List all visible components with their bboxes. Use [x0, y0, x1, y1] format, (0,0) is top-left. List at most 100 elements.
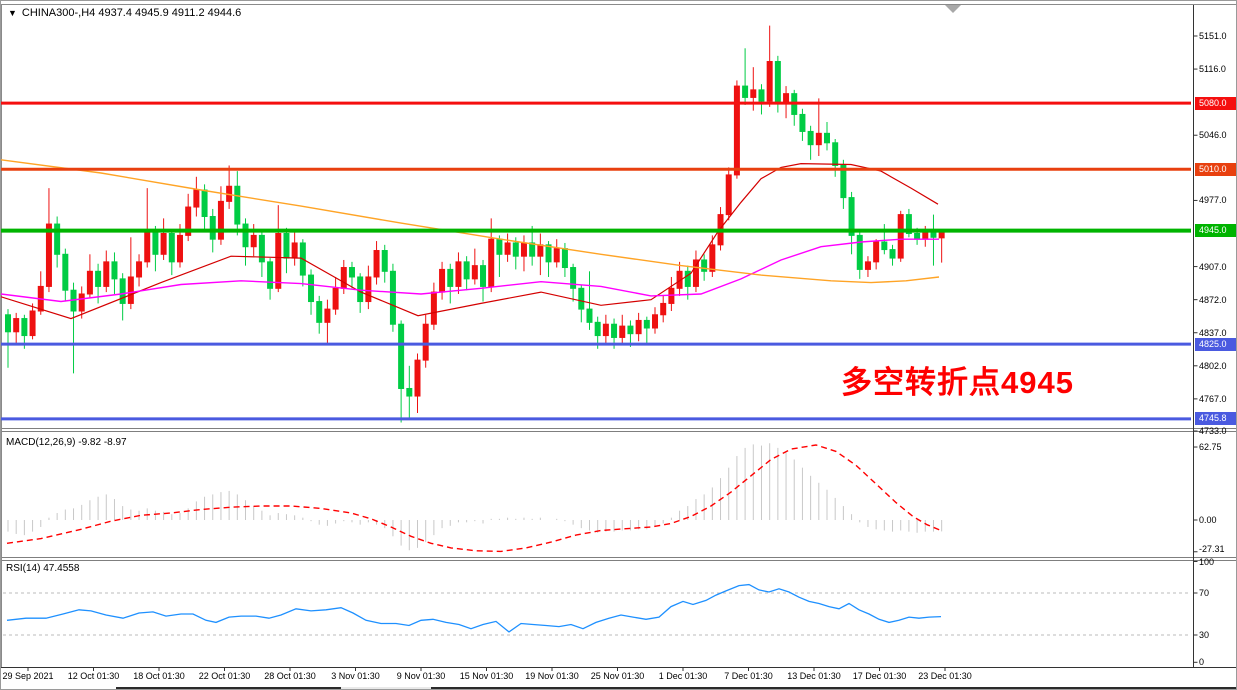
candle-body	[733, 85, 740, 176]
candle-body	[889, 249, 896, 259]
candle-body	[86, 270, 93, 295]
candle-body	[414, 359, 421, 397]
candle-body	[250, 234, 257, 248]
rsi-tick-label: 100	[1199, 556, 1215, 567]
date-label: 7 Dec 01:30	[724, 671, 773, 681]
candle-body	[480, 265, 487, 287]
candle-body	[422, 323, 429, 361]
horizontal-scrollbar[interactable]	[116, 687, 1236, 689]
candle-body	[864, 261, 871, 270]
scrollbar-thumb[interactable]	[341, 687, 431, 689]
price-tick-label: 5151.0	[1199, 31, 1227, 41]
candle-body	[324, 308, 331, 323]
candle-body	[742, 85, 749, 98]
candle-body	[29, 310, 36, 337]
date-label: 19 Nov 01:30	[525, 671, 579, 681]
macd-tick-label: 0.00	[1199, 515, 1217, 525]
macd-tick-label: -27.31	[1199, 544, 1225, 554]
candle-body	[95, 270, 102, 287]
candle-body	[127, 276, 134, 304]
price-tick-label: 5046.0	[1199, 130, 1227, 141]
candle-body	[348, 267, 355, 278]
candle-body	[750, 89, 757, 98]
candle-body	[602, 323, 609, 337]
candle-body	[267, 261, 274, 289]
price-level-badge: 4825.0	[1195, 337, 1236, 351]
candle-body	[922, 231, 929, 240]
candle-body	[873, 241, 880, 263]
macd-label: MACD(12,26,9) -9.82 -8.97	[6, 437, 127, 448]
candle-body	[258, 234, 265, 263]
date-label: 1 Dec 01:30	[658, 671, 708, 681]
candle-body	[529, 242, 536, 257]
candle-body	[561, 248, 568, 269]
candle-body	[520, 242, 527, 257]
rsi-tick-label: 70	[1199, 588, 1210, 598]
candle-body	[684, 270, 691, 287]
candle-body	[488, 238, 495, 287]
rsi-tick-label: 0	[1199, 657, 1205, 668]
candle-body	[496, 238, 503, 255]
candle-body	[389, 270, 396, 325]
candle-body	[545, 244, 552, 263]
candle-body	[553, 248, 560, 263]
candle-body	[611, 323, 618, 338]
candle-body	[578, 287, 585, 310]
collapse-arrow-icon[interactable]: ▼	[8, 8, 17, 18]
chart-title: ▼ CHINA300-,H4 4937.4 4945.9 4911.2 4944.…	[8, 7, 241, 19]
price-tick-label: 4872.0	[1199, 294, 1227, 305]
candle-body	[406, 387, 413, 397]
date-label: 12 Oct 01:30	[67, 671, 120, 681]
annotation-text[interactable]: 多空转折点4945	[841, 365, 1074, 400]
date-label: 29 Sep 2021	[2, 671, 54, 681]
chart-shift-icon[interactable]	[945, 5, 961, 13]
candle-body	[840, 164, 847, 199]
ma-orange-line	[1, 159, 940, 284]
candle-body	[193, 189, 200, 208]
candle-body	[619, 325, 626, 338]
date-label: 18 Oct 01:30	[133, 671, 185, 681]
candle-body	[209, 215, 216, 240]
ma-red-line	[1, 162, 939, 320]
macd-tick-label: 62.75	[1199, 442, 1222, 453]
date-label: 3 Nov 01:30	[331, 671, 380, 681]
candle-body	[152, 231, 159, 255]
candle-body	[897, 214, 904, 259]
candle-body	[660, 302, 667, 316]
candle-body	[332, 287, 339, 310]
price-tick-label: 4907.0	[1199, 261, 1227, 272]
candle-body	[168, 233, 175, 263]
candle-body	[766, 61, 773, 102]
candle-body	[856, 234, 863, 270]
price-tick-label: 4733.0	[1199, 426, 1227, 436]
candle-body	[201, 189, 208, 217]
candle-body	[234, 185, 241, 225]
candle-body	[586, 308, 593, 323]
date-label: 17 Dec 01:30	[852, 671, 907, 681]
candle-body	[381, 250, 388, 272]
candle-body	[635, 319, 642, 335]
candle-body	[398, 323, 405, 389]
candle-body	[308, 274, 315, 303]
price-level-badge: 5080.0	[1195, 96, 1236, 110]
candle-body	[447, 268, 454, 287]
date-label: 9 Nov 01:30	[396, 671, 446, 681]
price-tick-label: 4802.0	[1199, 360, 1227, 371]
candle-body	[807, 130, 814, 146]
candle-body	[848, 197, 855, 236]
date-label: 13 Dec 01:30	[787, 671, 841, 681]
candle-body	[291, 242, 298, 259]
candle-body	[160, 233, 167, 255]
candle-body	[136, 261, 143, 278]
date-label: 15 Nov 01:30	[459, 671, 514, 681]
candle-body	[504, 242, 511, 255]
candle-body	[111, 261, 118, 280]
date-label: 22 Oct 01:30	[198, 671, 251, 681]
candle-body	[463, 261, 470, 280]
candle-body	[692, 259, 699, 287]
chart-title-text: CHINA300-,H4 4937.4 4945.9 4911.2 4944.6	[21, 7, 242, 19]
price-tick-label: 4767.0	[1199, 393, 1227, 404]
candle-body	[570, 267, 577, 289]
